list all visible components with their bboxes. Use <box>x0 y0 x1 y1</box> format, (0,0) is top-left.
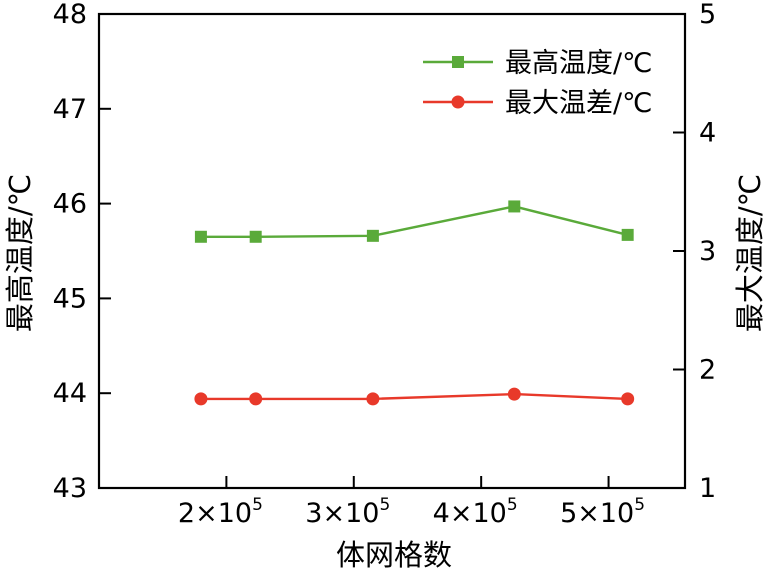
y-left-tick-label: 45 <box>53 283 87 314</box>
series-line-1 <box>200 205 628 239</box>
y-right-tick-label: 3 <box>699 236 716 267</box>
data-point-circle <box>194 392 208 406</box>
legend-label: 最大温差/℃ <box>505 88 652 119</box>
data-point-circle <box>366 392 380 406</box>
data-point-square <box>508 200 521 213</box>
legend-marker-circle <box>451 95 465 109</box>
y-right-axis-title: 最大温度/℃ <box>733 174 766 332</box>
y-right-tick-label: 4 <box>699 118 716 149</box>
y-right-tick-label: 5 <box>699 0 716 30</box>
y-left-tick-label: 47 <box>53 94 87 125</box>
legend: 最高温度/℃ 最大温差/℃ <box>423 48 652 119</box>
series-layer <box>194 200 635 406</box>
axis-titles: 体网格数 最高温度/℃ 最大温度/℃ <box>3 174 766 572</box>
data-point-square <box>249 230 262 243</box>
data-point-square <box>194 230 207 243</box>
legend-label: 最高温度/℃ <box>505 48 652 79</box>
y-right-tick-label: 2 <box>699 355 716 386</box>
y-left-tick-label: 46 <box>53 189 87 220</box>
legend-marker-square <box>452 56 464 68</box>
data-point-circle <box>507 387 521 401</box>
data-point-square <box>621 228 634 241</box>
x-axis-title: 体网格数 <box>336 538 452 572</box>
data-point-circle <box>621 392 635 406</box>
x-tick-label: 4×105 <box>433 495 518 529</box>
y-left-tick-label: 44 <box>53 378 87 409</box>
data-point-square <box>366 229 379 242</box>
y-left-tick-label: 48 <box>53 0 87 30</box>
y-left-tick-label: 43 <box>53 473 87 504</box>
x-tick-label: 5×105 <box>560 495 645 529</box>
plot-frame <box>97 12 687 490</box>
x-tick-label: 2×105 <box>178 495 263 529</box>
y-right-tick-label: 1 <box>699 473 716 504</box>
y-left-axis-title: 最高温度/℃ <box>3 174 37 332</box>
series-line-2 <box>200 392 628 401</box>
data-point-circle <box>249 392 263 406</box>
x-tick-label: 3×105 <box>305 495 390 529</box>
